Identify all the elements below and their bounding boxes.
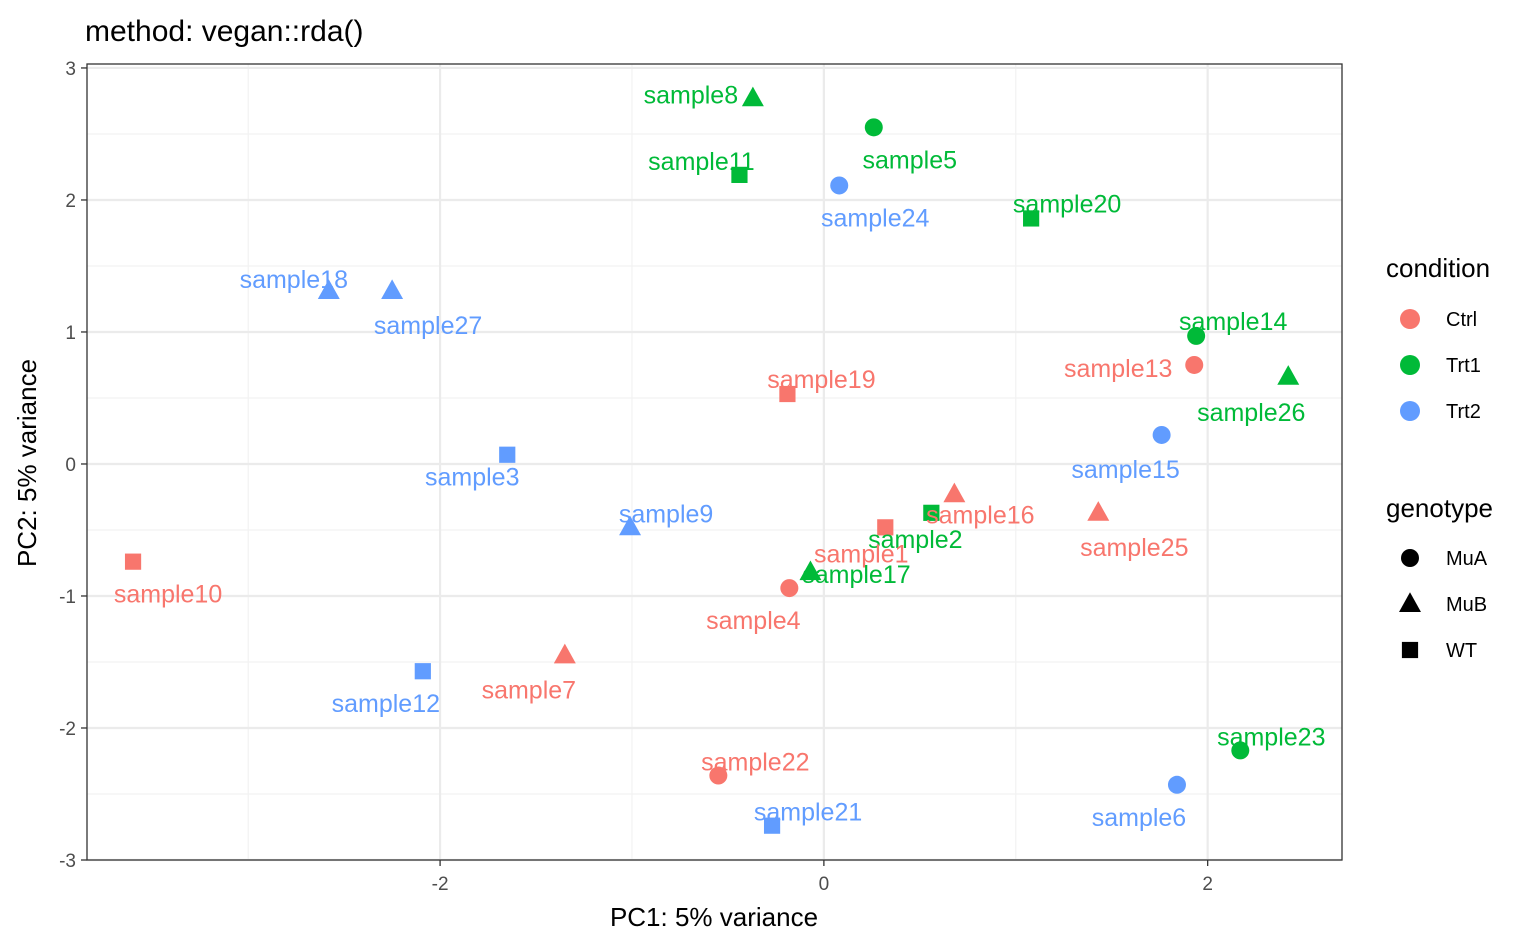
point-sample9 — [619, 515, 642, 536]
y-axis-title: PC2: 5% variance — [12, 359, 42, 567]
point-sample14 — [1187, 326, 1206, 345]
label-sample5: sample5 — [863, 146, 958, 174]
point-sample5 — [864, 118, 883, 137]
legend-key-ctrl — [1400, 309, 1420, 329]
x-tick-label: 2 — [1202, 874, 1213, 895]
label-sample1: sample1 — [814, 540, 909, 568]
y-tick-label: 2 — [65, 191, 76, 212]
legend-label-trt1: Trt1 — [1446, 355, 1481, 377]
point-sample26 — [1277, 365, 1300, 385]
legend-key-wt — [1401, 641, 1419, 659]
x-axis-title: PC1: 5% variance — [610, 902, 818, 932]
x-tick-label: 0 — [819, 874, 830, 895]
point-sample12 — [414, 663, 431, 680]
point-sample23 — [1231, 741, 1250, 760]
label-sample4: sample4 — [706, 607, 801, 635]
point-sample18 — [317, 279, 340, 299]
label-sample8: sample8 — [644, 81, 739, 109]
label-sample15: sample15 — [1071, 456, 1179, 484]
point-sample20 — [1023, 210, 1040, 227]
x-tick-label: -2 — [432, 874, 449, 895]
point-sample19 — [779, 385, 796, 403]
y-tick-label: -3 — [59, 851, 76, 872]
legend-key-mub — [1399, 592, 1421, 612]
label-sample25: sample25 — [1080, 534, 1188, 562]
point-sample3 — [499, 446, 516, 463]
legend-key-mua — [1401, 549, 1419, 567]
point-labels: sample8 sample5 sample11 sample24 sample20 sa… — [114, 81, 1326, 831]
y-tick-label: 1 — [65, 323, 76, 344]
point-sample21 — [763, 817, 781, 834]
point-sample22 — [709, 766, 728, 785]
y-tick-label: 0 — [65, 455, 76, 476]
label-sample19: sample19 — [767, 366, 875, 394]
label-sample13: sample13 — [1064, 355, 1172, 383]
label-sample17: sample17 — [802, 561, 910, 589]
label-sample16: sample16 — [926, 501, 1034, 529]
label-sample22: sample22 — [701, 749, 809, 777]
label-sample23: sample23 — [1217, 723, 1325, 751]
label-sample3: sample3 — [425, 464, 520, 492]
y-tick-label: -2 — [59, 719, 76, 740]
point-sample17 — [799, 560, 822, 581]
point-sample2 — [923, 504, 940, 521]
legend-label-ctrl: Ctrl — [1446, 309, 1477, 331]
panel-border — [86, 63, 1343, 861]
label-sample10: sample10 — [114, 581, 222, 609]
point-sample8 — [741, 86, 764, 107]
label-sample12: sample12 — [332, 690, 440, 718]
plot-panel — [86, 63, 1343, 862]
label-sample14: sample14 — [1179, 308, 1287, 336]
point-sample10 — [124, 553, 142, 570]
legend-label-trt2: Trt2 — [1446, 401, 1481, 423]
y-axis: -3 -2 -1 0 1 2 3 — [59, 59, 87, 872]
point-sample27 — [381, 279, 404, 299]
label-sample24: sample24 — [821, 204, 929, 232]
label-sample9: sample9 — [619, 500, 714, 528]
label-sample6: sample6 — [1092, 804, 1187, 832]
label-sample27: sample27 — [374, 312, 482, 340]
legend-key-trt1 — [1400, 355, 1420, 375]
point-sample6 — [1167, 775, 1186, 794]
y-tick-label: -1 — [59, 587, 76, 608]
legend: condition Ctrl Trt1 Trt2 genotype MuA MuB WT — [1386, 253, 1493, 662]
legend-label-mua: MuA — [1446, 548, 1488, 570]
point-sample24 — [830, 176, 849, 195]
legend-label-wt: WT — [1446, 640, 1477, 662]
chart-title: method: vegan::rda() — [85, 15, 363, 48]
label-sample18: sample18 — [240, 266, 348, 294]
point-sample4 — [780, 579, 799, 598]
legend-title-condition: condition — [1386, 253, 1490, 283]
point-sample15 — [1152, 425, 1171, 444]
y-tick-label: 3 — [65, 59, 76, 80]
legend-key-trt2 — [1400, 401, 1420, 421]
legend-title-genotype: genotype — [1386, 493, 1493, 523]
point-sample11 — [731, 166, 748, 183]
point-sample13 — [1185, 355, 1204, 374]
label-sample26: sample26 — [1197, 399, 1305, 427]
point-sample1 — [877, 519, 894, 536]
legend-label-mub: MuB — [1446, 594, 1487, 616]
data-points — [124, 86, 1300, 834]
point-sample7 — [553, 643, 576, 664]
label-sample20: sample20 — [1013, 190, 1121, 218]
point-sample16 — [943, 482, 966, 503]
label-sample11: sample11 — [648, 148, 755, 176]
label-sample7: sample7 — [482, 676, 577, 704]
x-axis: -2 0 2 — [432, 860, 1213, 895]
label-sample2: sample2 — [868, 526, 963, 554]
label-sample21: sample21 — [754, 799, 862, 827]
point-sample25 — [1087, 501, 1110, 521]
